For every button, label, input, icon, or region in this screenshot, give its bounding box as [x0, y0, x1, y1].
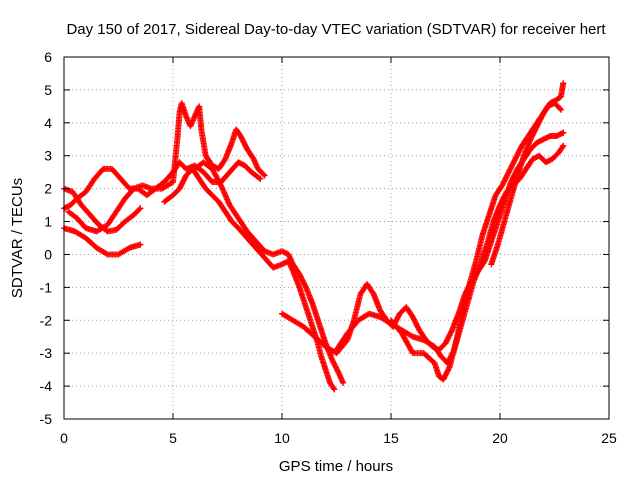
data-point	[257, 175, 264, 182]
y-tick-label: 0	[44, 246, 52, 262]
y-tick-label: 3	[44, 148, 52, 164]
data-point	[560, 80, 567, 87]
y-tick-label: -5	[40, 411, 53, 427]
data-points	[61, 80, 567, 393]
y-tick-label: -3	[40, 345, 53, 361]
data-point	[556, 105, 563, 112]
data-point	[560, 129, 567, 136]
data-point	[335, 368, 342, 375]
y-tick-label: -2	[40, 312, 53, 328]
data-point	[559, 144, 566, 151]
data-point	[331, 386, 338, 393]
x-tick-label: 25	[601, 430, 617, 446]
data-point	[137, 205, 144, 212]
y-tick-label: 4	[44, 115, 52, 131]
y-tick-label: 6	[44, 49, 52, 65]
y-tick-label: 5	[44, 82, 52, 98]
chart-title: Day 150 of 2017, Sidereal Day-to-day VTE…	[66, 21, 606, 38]
data-point	[446, 364, 453, 371]
plot-frame	[63, 56, 610, 420]
x-tick-label: 5	[169, 430, 177, 446]
data-point	[261, 172, 268, 179]
data-point	[136, 206, 143, 213]
y-tick-label: 1	[44, 214, 52, 230]
data-point	[302, 283, 309, 290]
y-tick-label: 2	[44, 181, 52, 197]
data-point	[558, 130, 565, 137]
y-axis-label: SDTVAR / TECUs	[9, 178, 26, 298]
y-tick-label: -1	[40, 279, 53, 295]
data-point	[448, 328, 455, 335]
x-tick-label: 10	[274, 430, 290, 446]
x-tick-label: 0	[60, 430, 68, 446]
data-point	[260, 171, 267, 178]
y-axis-ticks: -5 -4 -3 -2 -1 0 1 2 3 4 5 6	[40, 49, 609, 427]
y-tick-label: -4	[40, 378, 53, 394]
data-point	[558, 106, 565, 113]
data-point	[340, 379, 347, 386]
x-tick-label: 20	[492, 430, 508, 446]
data-point	[330, 385, 337, 392]
x-axis-ticks: 0 5 10 15 20 25	[60, 57, 617, 446]
x-axis-label: GPS time / hours	[279, 458, 393, 475]
data-point	[255, 174, 262, 181]
data-point	[560, 142, 567, 149]
data-point	[137, 241, 144, 248]
x-tick-label: 15	[383, 430, 399, 446]
